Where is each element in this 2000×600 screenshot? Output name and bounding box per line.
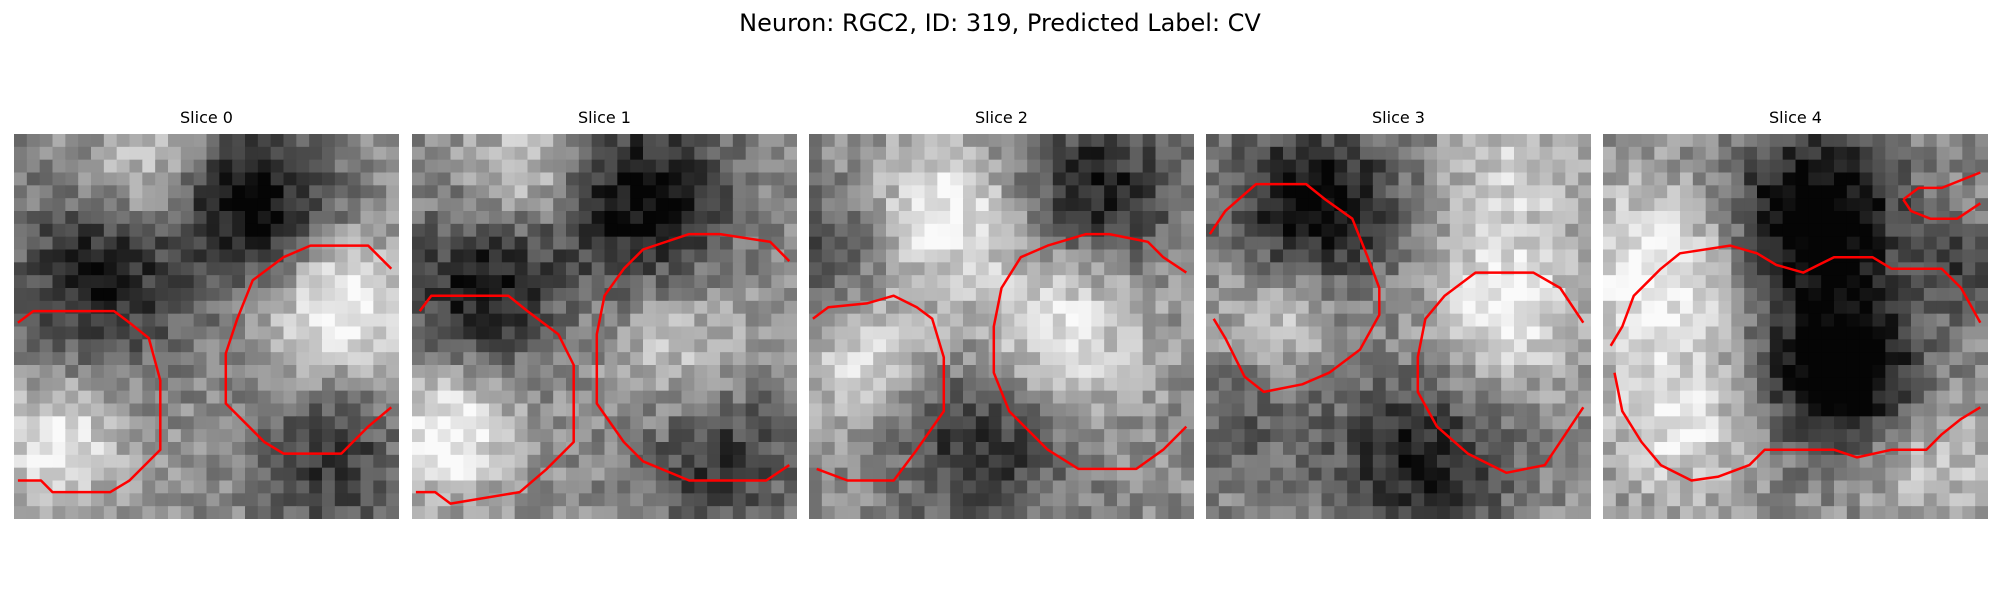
slice-image <box>1206 134 1591 519</box>
slice-pixels <box>1206 134 1591 519</box>
slice-title: Slice 3 <box>1372 108 1425 127</box>
slice-title: Slice 2 <box>975 108 1028 127</box>
cell-contour <box>415 294 575 505</box>
slice-pixels <box>1603 134 1988 519</box>
cell-contour <box>224 244 393 455</box>
slice-title: Slice 4 <box>1769 108 1822 127</box>
slice-title: Slice 1 <box>578 108 631 127</box>
slice-panel-4: Slice 4 <box>1603 108 1988 519</box>
cell-contour <box>1416 271 1585 475</box>
cell-contour <box>1902 198 1981 220</box>
slice-pixels <box>412 134 797 519</box>
slice-panel-2: Slice 2 <box>809 108 1194 519</box>
slice-pixels <box>14 134 399 519</box>
cell-contour <box>812 294 946 482</box>
slice-image <box>809 134 1194 519</box>
figure-title: Neuron: RGC2, ID: 319, Predicted Label: … <box>739 9 1261 37</box>
slice-title: Slice 0 <box>180 108 233 127</box>
slice-image <box>14 134 399 519</box>
slice-pixels <box>809 134 1194 519</box>
cell-contour <box>992 232 1188 471</box>
slice-panel-1: Slice 1 <box>412 108 797 519</box>
slice-image <box>412 134 797 519</box>
cell-contour <box>1613 372 1981 482</box>
slice-image <box>1603 134 1988 519</box>
cell-contour <box>1208 182 1381 394</box>
slice-panel-3: Slice 3 <box>1206 108 1591 519</box>
cell-contour <box>1902 171 1981 201</box>
cell-contour <box>17 309 162 494</box>
cell-contour <box>595 232 791 482</box>
slice-panel-0: Slice 0 <box>14 108 399 519</box>
cell-contour <box>1609 244 1982 347</box>
